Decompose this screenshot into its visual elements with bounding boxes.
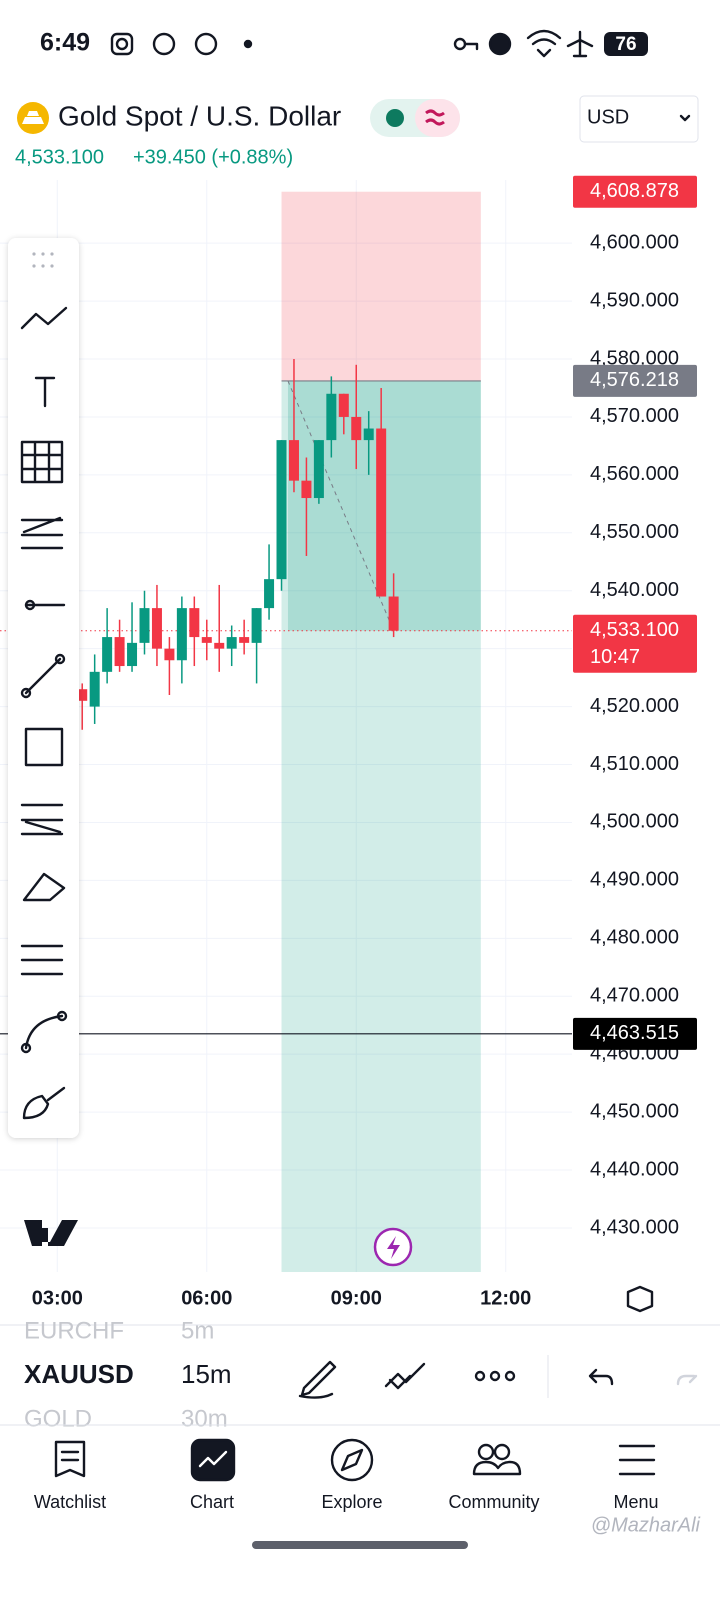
symbol-next: GOLD — [24, 1405, 92, 1432]
symbol-title: Gold Spot / U.S. Dollar — [58, 100, 341, 131]
y-tick-label: 4,440.000 — [590, 1158, 679, 1180]
chart-actions[interactable] — [298, 1360, 698, 1399]
status-icons — [110, 29, 594, 58]
price-label: 4,608.878 — [590, 180, 679, 202]
toolbar-panel — [8, 238, 79, 1138]
plot — [0, 180, 572, 1272]
nav-chart[interactable]: Chart — [190, 1492, 234, 1512]
y-tick-label: 4,600.000 — [590, 231, 679, 253]
price-countdown: 10:47 — [590, 646, 640, 668]
candle-body — [214, 642, 225, 649]
candle-body — [151, 608, 162, 649]
candle-body — [313, 440, 324, 499]
x-tick-label: 06:00 — [181, 1287, 232, 1309]
y-tick-label: 4,560.000 — [590, 463, 679, 485]
watermark: @MazharAli — [591, 1514, 701, 1536]
y-tick-label: 4,550.000 — [590, 521, 679, 543]
candle-body — [276, 440, 287, 580]
y-tick-label: 4,590.000 — [590, 289, 679, 311]
price-label: 4,533.100 — [590, 619, 679, 641]
y-tick-label: 4,450.000 — [590, 1100, 679, 1122]
candle-body — [189, 608, 200, 638]
price-label-bg — [573, 175, 697, 208]
candle-body — [102, 637, 113, 672]
trade-path — [287, 380, 395, 631]
candle-body — [77, 689, 88, 701]
candle-body — [251, 608, 262, 643]
y-tick-label: 4,510.000 — [590, 753, 679, 775]
candle-body — [363, 428, 374, 441]
toolbar-handle — [32, 252, 54, 268]
candle-body — [226, 637, 237, 649]
candle-body — [388, 596, 399, 631]
candle-body — [338, 393, 349, 417]
toolbar-icons[interactable] — [20, 306, 68, 1120]
x-tick-label: 12:00 — [480, 1287, 531, 1309]
candle-body — [264, 579, 275, 609]
price-label-bg — [573, 1017, 697, 1050]
x-tick-label: 03:00 — [32, 1287, 83, 1309]
candle-body — [326, 393, 337, 441]
nav-community[interactable]: Community — [448, 1492, 539, 1512]
interval-prev: 5m — [181, 1317, 214, 1344]
tv-logo — [24, 1220, 78, 1246]
candle-body — [89, 671, 100, 707]
candle-body — [351, 416, 362, 441]
price-label: 4,463.515 — [590, 1022, 679, 1044]
y-tick-label: 4,500.000 — [590, 811, 679, 833]
price-label-bg — [573, 614, 697, 673]
candle-body — [127, 642, 138, 667]
price-label-bg — [573, 364, 697, 397]
drawing-toolbar — [8, 238, 79, 1138]
price-change: +39.450 (+0.88%) — [133, 146, 293, 168]
status-time: 6:49 — [40, 29, 90, 57]
last-price: 4,533.100 — [15, 146, 104, 168]
currency-label: USD — [587, 106, 629, 128]
y-tick-label: 4,540.000 — [590, 579, 679, 601]
status-pill-half — [415, 99, 460, 137]
candle-body — [176, 608, 187, 661]
battery-level: 76 — [615, 34, 636, 55]
nav-explore[interactable]: Explore — [321, 1492, 382, 1512]
y-tick-label: 4,430.000 — [590, 1216, 679, 1238]
settings-icon[interactable] — [626, 1285, 654, 1313]
symbol-current[interactable]: XAUUSD — [24, 1359, 134, 1389]
symbol-prev: EURCHF — [24, 1317, 124, 1344]
candle-body — [114, 637, 125, 667]
x-tick-label: 09:00 — [331, 1287, 382, 1309]
delay-icon — [425, 109, 445, 126]
nav-watchlist[interactable]: Watchlist — [34, 1492, 106, 1512]
candle-body — [301, 480, 312, 499]
candle-body — [376, 428, 387, 597]
currency-caret — [679, 114, 691, 122]
interval-current[interactable]: 15m — [181, 1359, 232, 1389]
y-tick-label: 4,480.000 — [590, 927, 679, 949]
y-tick-label: 4,470.000 — [590, 985, 679, 1007]
candle-body — [164, 648, 175, 661]
alert-icon — [387, 1236, 400, 1259]
y-tick-label: 4,580.000 — [590, 347, 679, 369]
candle-body — [239, 637, 250, 643]
currency-select[interactable] — [579, 95, 699, 143]
nav-menu[interactable]: Menu — [613, 1492, 658, 1512]
candle-body — [201, 637, 212, 643]
stop-zone — [281, 191, 481, 381]
battery — [604, 32, 648, 56]
axes: 4,430.0004,440.0004,450.0004,460.0004,47… — [32, 175, 697, 1309]
home-indicator — [252, 1541, 468, 1549]
market-open-dot — [386, 109, 404, 127]
y-tick-label: 4,520.000 — [590, 695, 679, 717]
interval-next: 30m — [181, 1405, 228, 1432]
candle-body — [288, 440, 299, 481]
candle-body — [139, 608, 150, 643]
y-tick-label: 4,490.000 — [590, 869, 679, 891]
symbol-logo-bars — [22, 111, 44, 124]
y-tick-label: 4,570.000 — [590, 405, 679, 427]
nav-icons[interactable] — [54, 1438, 656, 1482]
price-label: 4,576.218 — [590, 369, 679, 391]
